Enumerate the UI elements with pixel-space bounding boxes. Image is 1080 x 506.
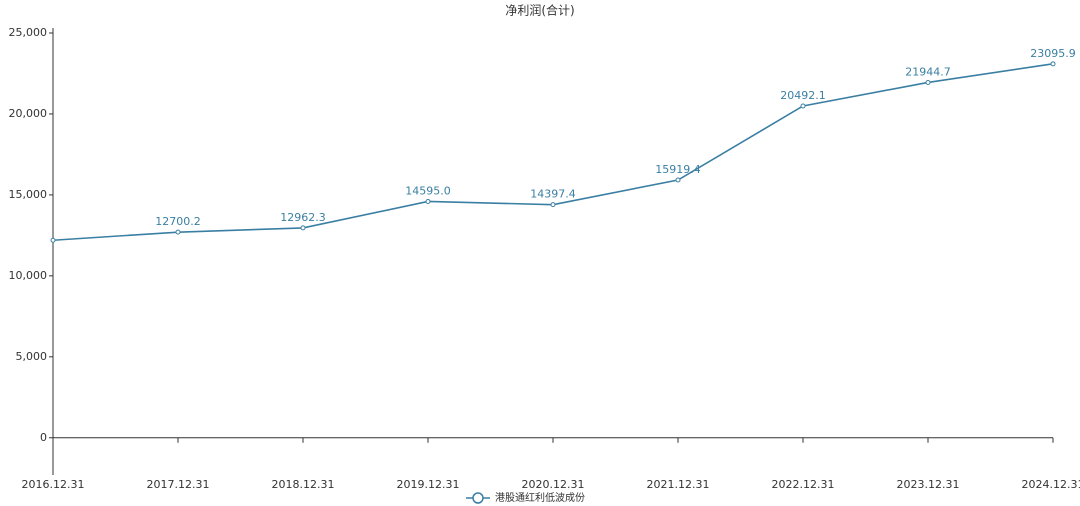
point: [675, 177, 681, 183]
data-label: 15919.4: [655, 163, 701, 176]
x-tick-label: 2024.12.31: [1022, 478, 1080, 491]
x-tick-label: 2022.12.31: [772, 478, 835, 491]
x-tick-label: 2019.12.31: [397, 478, 460, 491]
data-label: 21944.7: [905, 65, 951, 78]
data-label: 12962.3: [280, 211, 326, 224]
legend-label[interactable]: 港股通红利低波成份: [495, 491, 585, 504]
data-label: 20492.1: [780, 89, 826, 102]
point: [1050, 61, 1056, 67]
point: [550, 202, 556, 208]
x-tick-label: 2023.12.31: [897, 478, 960, 491]
point: [300, 225, 306, 231]
data-label: 23095.9: [1030, 47, 1076, 60]
line: [52, 63, 1054, 242]
legend-marker[interactable]: [472, 492, 484, 504]
y-tick-label: 10,000: [9, 269, 48, 282]
point: [425, 198, 431, 204]
x-tick-label: 2021.12.31: [647, 478, 710, 491]
data-label: 12700.2: [155, 215, 201, 228]
y-tick-label: 5,000: [16, 350, 48, 363]
data-label: 14397.4: [530, 188, 576, 201]
x-tick-label: 2016.12.31: [22, 478, 85, 491]
y-tick-label: 15,000: [9, 188, 48, 201]
data-label: 14595.0: [405, 184, 451, 197]
point: [800, 103, 806, 109]
chart-title: 净利润(合计): [505, 3, 574, 18]
point: [50, 237, 56, 243]
x-tick-label: 2020.12.31: [522, 478, 585, 491]
y-tick-label: 0: [40, 431, 47, 444]
point: [175, 229, 181, 235]
x-tick-label: 2017.12.31: [147, 478, 210, 491]
x-tick-label: 2018.12.31: [272, 478, 335, 491]
y-tick-label: 25,000: [9, 26, 48, 39]
y-tick-label: 20,000: [9, 107, 48, 120]
point: [925, 79, 931, 85]
